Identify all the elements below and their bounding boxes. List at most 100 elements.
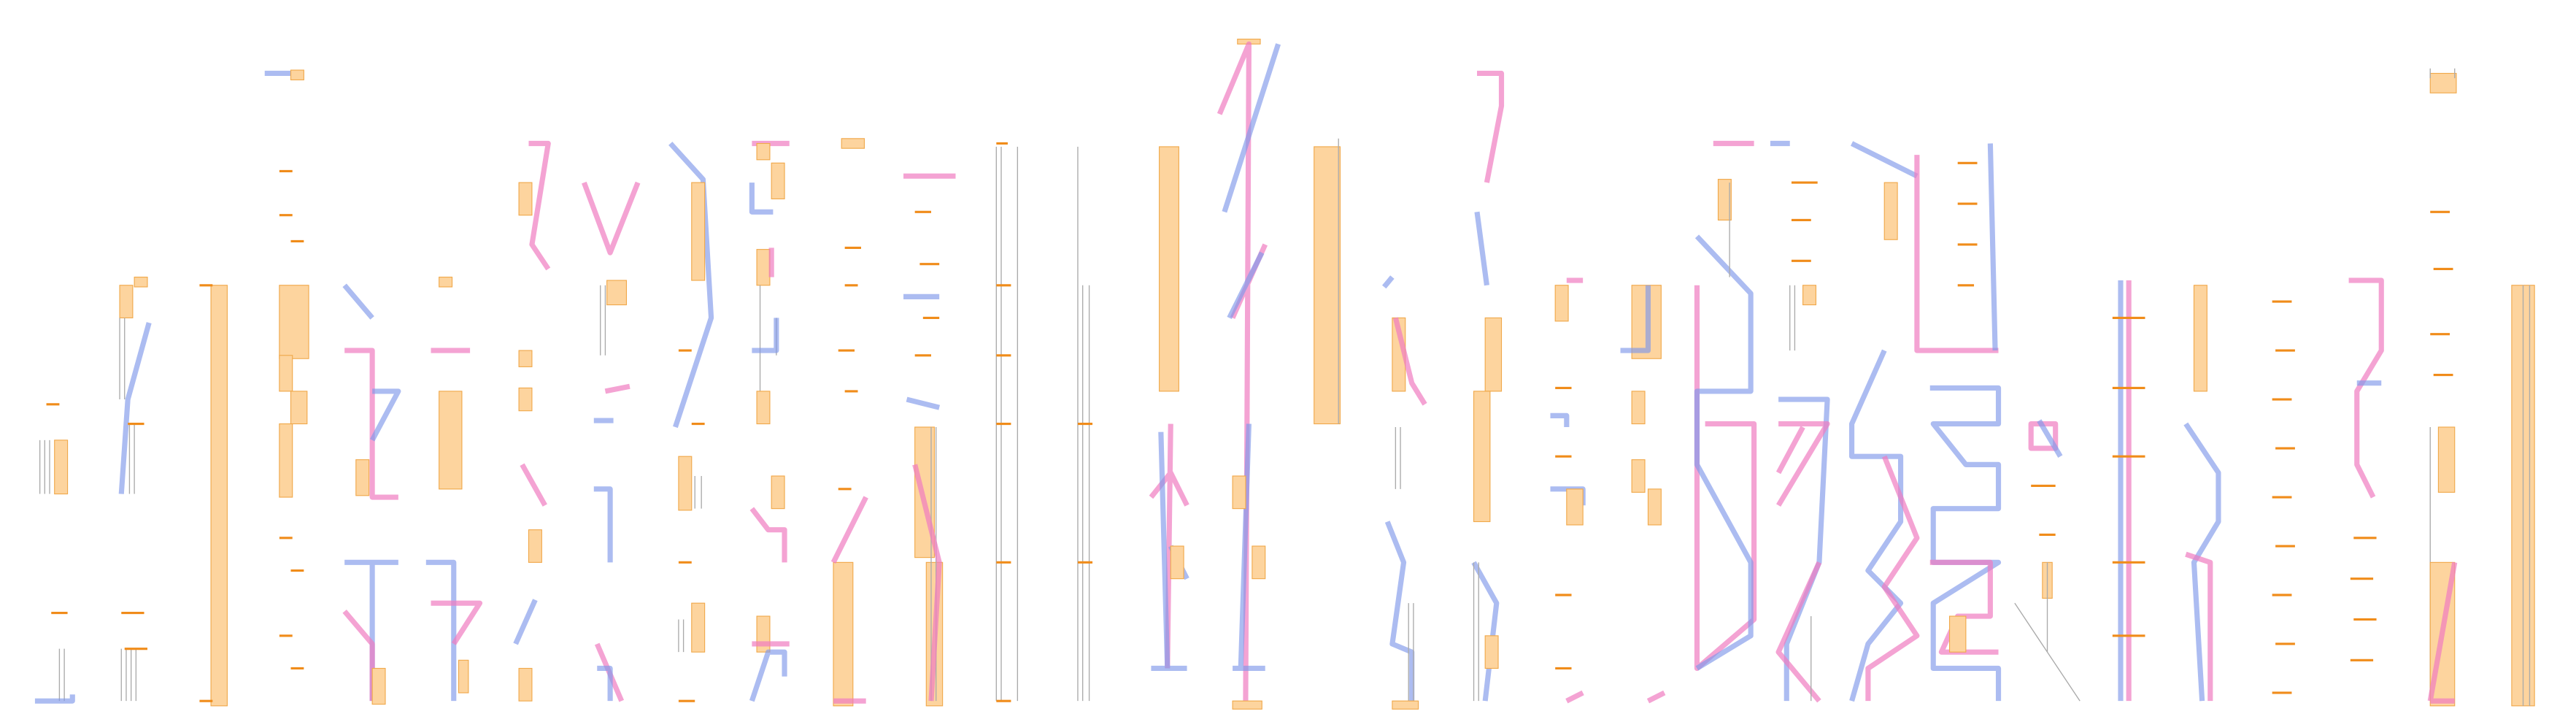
block [1159, 146, 1179, 392]
block [134, 277, 148, 288]
blue-trace [34, 694, 75, 704]
block [1631, 459, 1646, 493]
tick [279, 169, 304, 670]
tick [46, 403, 68, 615]
pink-trace [582, 181, 641, 256]
pink-trace [1392, 317, 1427, 406]
block [1392, 700, 1419, 710]
block [756, 142, 771, 161]
block [528, 529, 542, 563]
trace-lines [600, 285, 606, 356]
block [756, 249, 771, 286]
blue-trace [1694, 234, 1754, 671]
block [2429, 72, 2457, 93]
tick [2112, 316, 2145, 637]
tick [1077, 422, 1093, 564]
pink-trace [431, 600, 483, 645]
blue-trace [1381, 275, 1415, 702]
block [54, 439, 69, 495]
blue-trace [749, 183, 774, 215]
block [371, 667, 386, 705]
trace-lines [2014, 562, 2081, 702]
blue-trace [513, 599, 538, 645]
block [1883, 182, 1898, 240]
pink-trace [1694, 140, 1757, 672]
block [1473, 391, 1491, 523]
block [1170, 545, 1184, 580]
blue-trace [1620, 285, 1651, 353]
tick [1555, 386, 1572, 670]
trace-lines [119, 318, 137, 702]
block [279, 423, 293, 498]
block [1232, 475, 1246, 510]
pink-trace [2427, 561, 2458, 704]
block [290, 69, 304, 80]
block [756, 391, 771, 425]
blue-trace [749, 649, 787, 702]
blue-trace [1222, 43, 1281, 672]
block [518, 182, 533, 216]
pink-trace [830, 496, 868, 704]
block [1948, 615, 1967, 653]
tick [914, 210, 940, 357]
block [1484, 635, 1499, 669]
trace-lines [1473, 562, 1479, 702]
block [1631, 391, 1646, 425]
block [771, 475, 785, 510]
blue-trace [2183, 422, 2221, 702]
pink-trace [342, 610, 375, 702]
block [1566, 488, 1584, 526]
pink-trace [749, 507, 787, 563]
block [833, 561, 854, 707]
tick [996, 142, 1011, 702]
tick [199, 284, 213, 702]
block [439, 391, 463, 490]
pink-trace [912, 464, 942, 702]
blue-trace [597, 665, 613, 702]
block [2437, 426, 2456, 493]
tick [2430, 210, 2453, 377]
block [1252, 545, 1266, 580]
trace-lines [39, 439, 65, 702]
block [279, 355, 293, 392]
trace-lines [678, 476, 702, 653]
tick [1957, 161, 1978, 287]
block [439, 277, 453, 288]
block [691, 602, 706, 653]
tick [2031, 484, 2056, 536]
trace-lines [1395, 427, 1414, 702]
block [210, 285, 228, 707]
pink-trace [344, 348, 398, 500]
block [518, 350, 533, 367]
block [290, 391, 308, 425]
block [841, 138, 865, 149]
pink-trace [1646, 690, 1666, 704]
blue-trace [1929, 143, 2002, 702]
pink-trace [2185, 551, 2213, 702]
block [1232, 700, 1262, 710]
blue-trace [593, 418, 614, 563]
pink-trace [604, 383, 630, 394]
block [355, 459, 370, 496]
blue-trace [668, 142, 714, 429]
block [518, 667, 533, 702]
block [1314, 146, 1341, 425]
block [119, 285, 134, 318]
block [2193, 285, 2207, 392]
block [771, 162, 785, 199]
pink-trace [1477, 70, 1505, 183]
blue-trace [425, 559, 457, 702]
blue-trace [903, 293, 941, 410]
block [279, 285, 309, 359]
blue-trace [118, 322, 152, 494]
block [678, 456, 693, 511]
blue-trace [1849, 141, 1918, 702]
block [1484, 317, 1503, 392]
trace-lines [1789, 285, 1812, 702]
blue-trace [2037, 419, 2063, 458]
pink-trace [528, 140, 551, 271]
block [518, 387, 533, 412]
block [1554, 285, 1569, 322]
block [458, 659, 469, 694]
